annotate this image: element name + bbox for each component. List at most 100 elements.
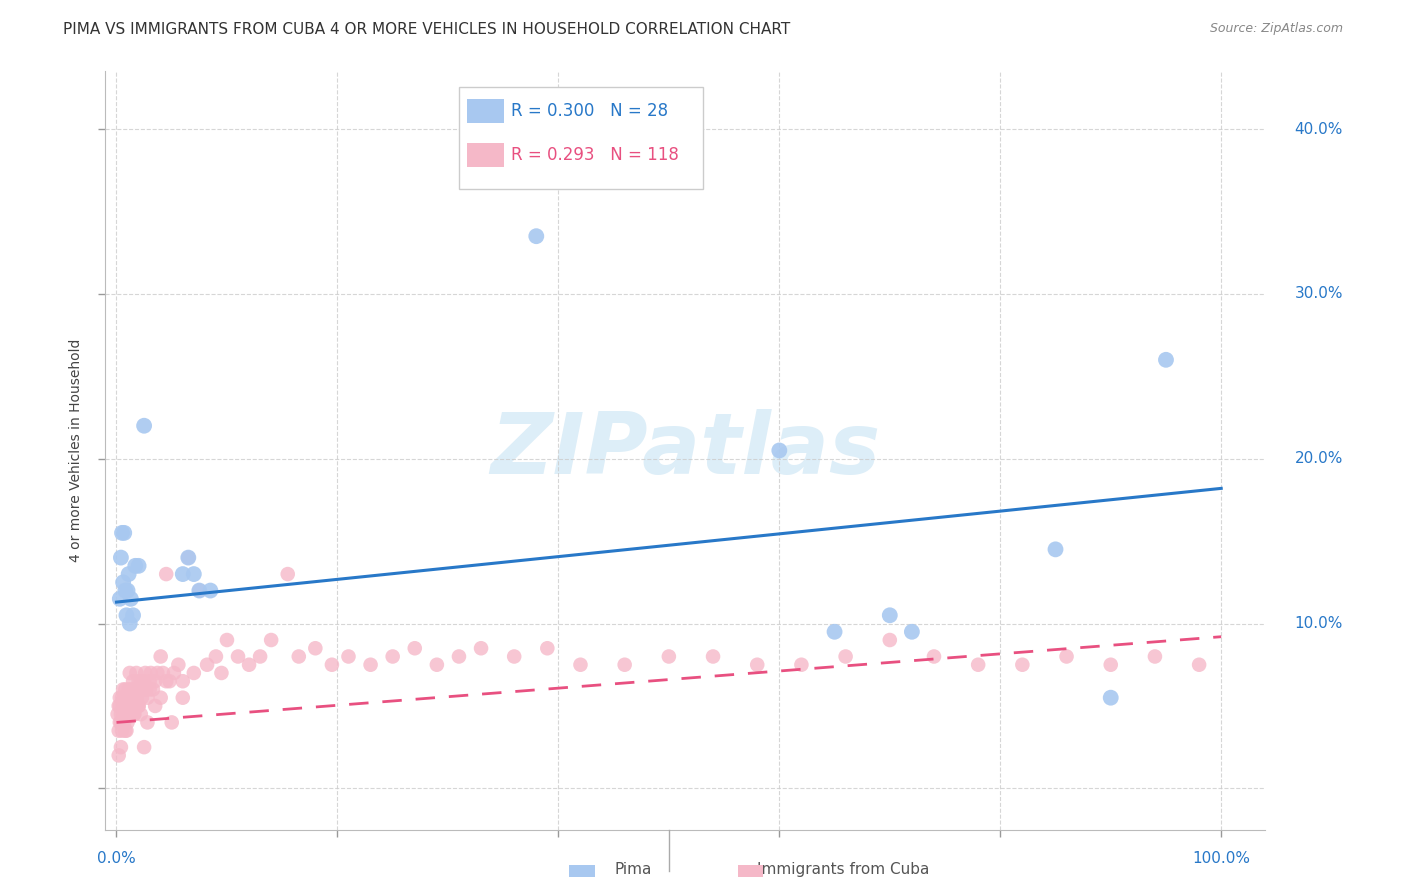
Point bbox=[143, 698, 166, 713]
Text: 40.0%: 40.0% bbox=[1295, 121, 1343, 136]
Point bbox=[136, 690, 159, 705]
Point bbox=[111, 715, 134, 730]
Point bbox=[177, 550, 200, 565]
Point bbox=[114, 682, 136, 697]
Point bbox=[967, 657, 990, 672]
Text: 30.0%: 30.0% bbox=[1295, 286, 1343, 301]
Point bbox=[108, 690, 131, 705]
Point bbox=[790, 657, 813, 672]
Point bbox=[114, 583, 136, 598]
Point bbox=[121, 690, 143, 705]
Point bbox=[118, 690, 141, 705]
Point bbox=[132, 740, 156, 755]
Point bbox=[613, 657, 636, 672]
Point bbox=[134, 665, 156, 680]
Point bbox=[122, 707, 145, 722]
Point bbox=[879, 633, 901, 648]
Point bbox=[115, 608, 138, 623]
Point bbox=[110, 740, 132, 755]
Point bbox=[120, 591, 142, 606]
Text: Source: ZipAtlas.com: Source: ZipAtlas.com bbox=[1209, 22, 1343, 36]
Point bbox=[447, 649, 470, 664]
Point bbox=[128, 698, 150, 713]
Point bbox=[834, 649, 856, 664]
Point bbox=[215, 633, 238, 648]
Point bbox=[110, 707, 132, 722]
Point bbox=[129, 674, 152, 689]
Point bbox=[112, 690, 135, 705]
Point bbox=[122, 608, 145, 623]
Point bbox=[1143, 649, 1166, 664]
Point bbox=[536, 641, 558, 656]
Point bbox=[177, 550, 200, 565]
Point bbox=[131, 690, 153, 705]
Point bbox=[702, 649, 724, 664]
Point bbox=[321, 657, 343, 672]
Point bbox=[122, 707, 145, 722]
Point bbox=[117, 715, 139, 730]
Point bbox=[110, 715, 132, 730]
Point bbox=[117, 583, 139, 598]
Point bbox=[117, 690, 139, 705]
Point bbox=[188, 583, 211, 598]
Point bbox=[658, 649, 681, 664]
Point bbox=[1099, 690, 1122, 705]
Point bbox=[120, 707, 142, 722]
Point bbox=[112, 698, 135, 713]
Point bbox=[426, 657, 449, 672]
Point bbox=[107, 723, 129, 738]
Point bbox=[107, 748, 129, 763]
Point bbox=[901, 624, 924, 639]
Point bbox=[1011, 657, 1033, 672]
Text: 100.0%: 100.0% bbox=[1192, 851, 1250, 866]
FancyBboxPatch shape bbox=[467, 143, 505, 167]
Point bbox=[304, 641, 326, 656]
Point bbox=[381, 649, 404, 664]
Point bbox=[1045, 542, 1067, 557]
Point bbox=[277, 567, 299, 582]
Point bbox=[1099, 657, 1122, 672]
Point bbox=[195, 657, 218, 672]
Point bbox=[922, 649, 945, 664]
Point bbox=[149, 690, 172, 705]
Point bbox=[1056, 649, 1078, 664]
Point bbox=[143, 674, 166, 689]
Point bbox=[128, 698, 150, 713]
Point bbox=[226, 649, 249, 664]
Point bbox=[118, 682, 141, 697]
Point bbox=[115, 698, 138, 713]
Point bbox=[124, 690, 146, 705]
Point bbox=[404, 641, 426, 656]
Point bbox=[768, 443, 790, 458]
FancyBboxPatch shape bbox=[467, 99, 505, 123]
Point bbox=[122, 682, 145, 697]
Point bbox=[288, 649, 311, 664]
Point bbox=[135, 682, 157, 697]
Point bbox=[183, 567, 205, 582]
Point bbox=[112, 707, 135, 722]
Point bbox=[470, 641, 492, 656]
Point bbox=[149, 649, 172, 664]
Point bbox=[128, 682, 150, 697]
Point bbox=[205, 649, 228, 664]
Point bbox=[160, 715, 183, 730]
Point bbox=[1154, 352, 1177, 367]
Point bbox=[125, 665, 148, 680]
Point bbox=[152, 665, 174, 680]
Point bbox=[138, 674, 160, 689]
Point bbox=[118, 616, 141, 631]
Point bbox=[118, 690, 141, 705]
Point bbox=[139, 665, 162, 680]
Point bbox=[172, 674, 194, 689]
Point bbox=[188, 583, 211, 598]
Point bbox=[163, 665, 186, 680]
Point bbox=[172, 690, 194, 705]
Point bbox=[115, 723, 138, 738]
Text: Pima: Pima bbox=[614, 863, 651, 877]
Point bbox=[183, 665, 205, 680]
Point bbox=[132, 674, 156, 689]
Point bbox=[824, 624, 846, 639]
Text: R = 0.293   N = 118: R = 0.293 N = 118 bbox=[512, 145, 679, 164]
Text: 20.0%: 20.0% bbox=[1295, 451, 1343, 467]
Point bbox=[112, 575, 135, 590]
